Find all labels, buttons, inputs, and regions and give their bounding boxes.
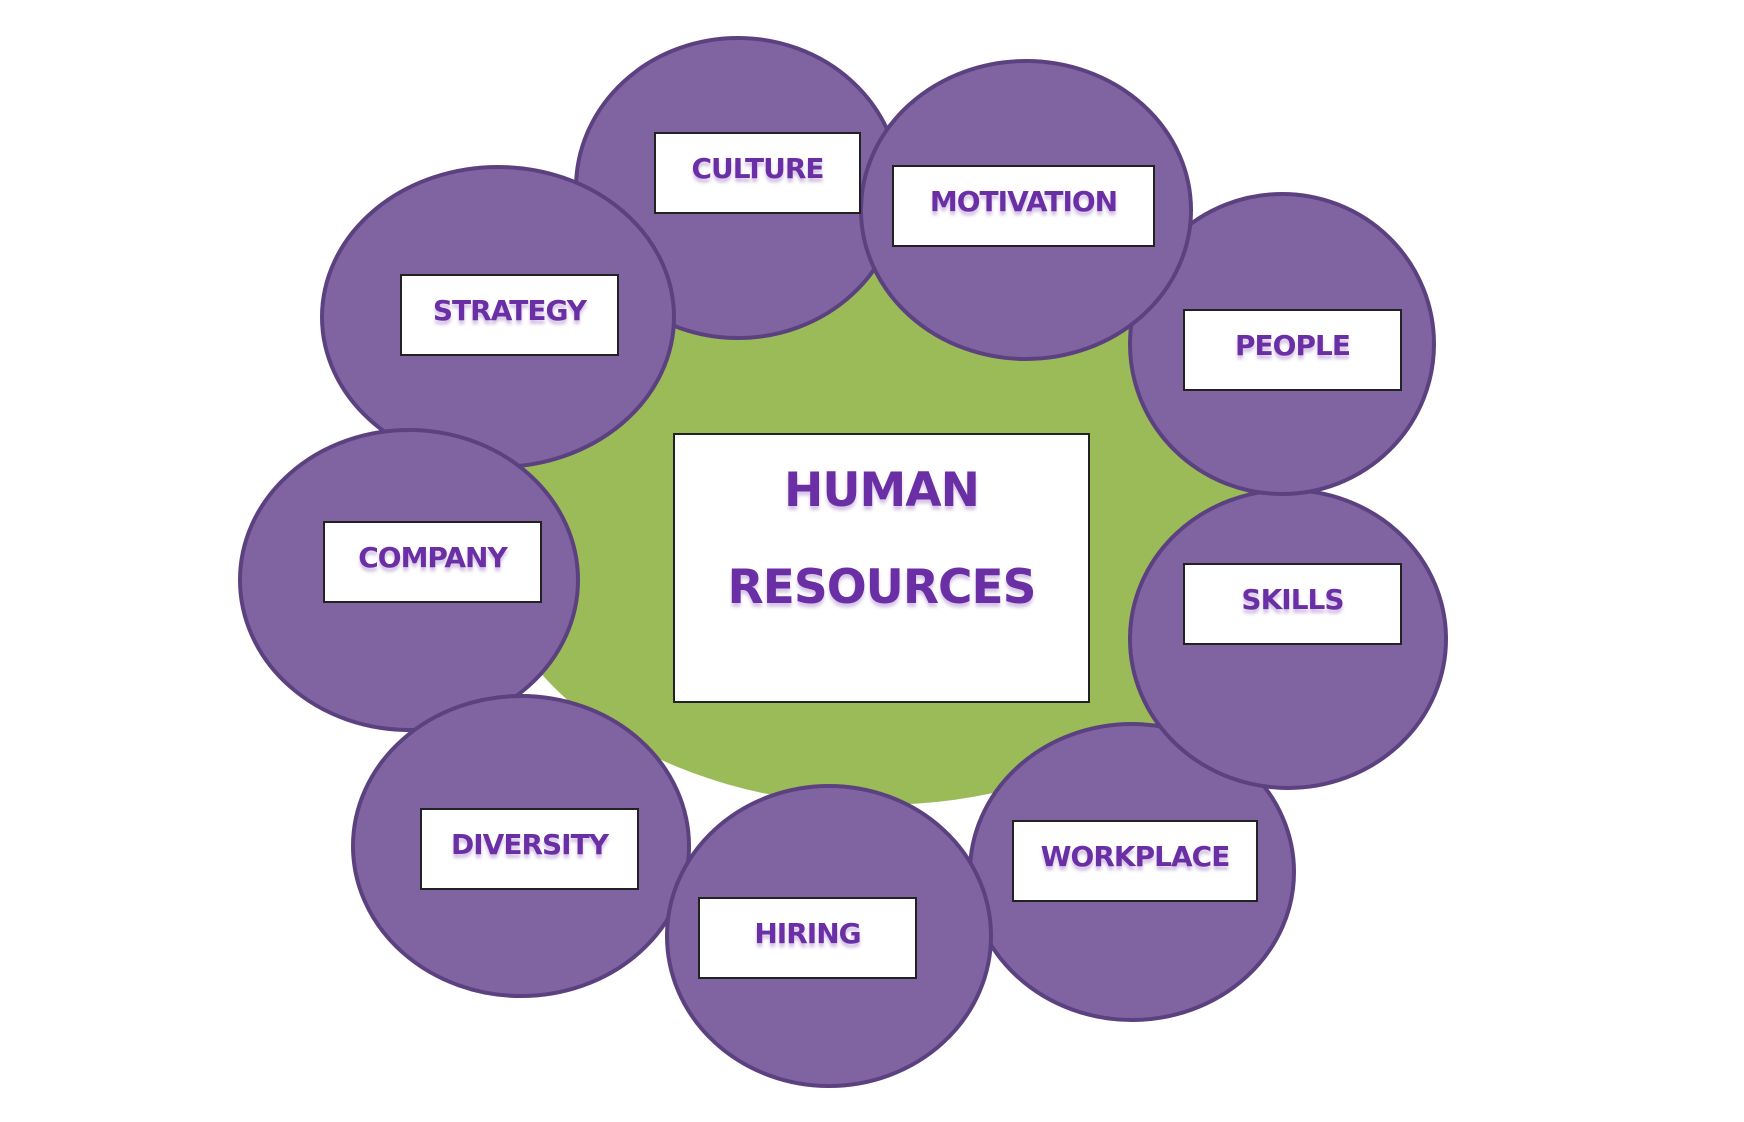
node-label: HIRING [754, 917, 861, 950]
node-label: SKILLS [1241, 583, 1344, 616]
node-label: DIVERSITY [451, 828, 609, 861]
center-title-line1: HUMAN [784, 463, 980, 518]
node-label: MOTIVATION [929, 185, 1118, 218]
node-hiring: HIRING [698, 897, 917, 979]
center-box: HUMAN RESOURCES [673, 433, 1090, 703]
node-label: CULTURE [691, 152, 824, 185]
node-company: COMPANY [323, 521, 542, 603]
node-label: STRATEGY [432, 294, 587, 327]
node-diversity: DIVERSITY [420, 808, 639, 890]
node-workplace: WORKPLACE [1012, 820, 1258, 902]
node-label: WORKPLACE [1040, 840, 1231, 873]
node-motivation: MOTIVATION [892, 165, 1155, 247]
node-skills: SKILLS [1183, 563, 1402, 645]
node-people: PEOPLE [1183, 309, 1402, 391]
node-label: PEOPLE [1235, 329, 1351, 362]
node-culture: CULTURE [654, 132, 861, 214]
node-label: COMPANY [358, 541, 508, 574]
center-title-line2: RESOURCES [727, 560, 1037, 615]
node-strategy: STRATEGY [400, 274, 619, 356]
